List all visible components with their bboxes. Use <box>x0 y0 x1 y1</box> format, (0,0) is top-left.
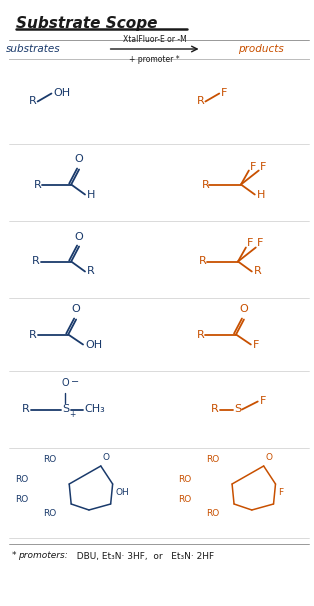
Text: R: R <box>211 404 219 415</box>
Text: RO: RO <box>178 496 192 505</box>
Text: RO: RO <box>15 476 29 485</box>
Text: S: S <box>62 404 69 415</box>
Text: F: F <box>250 162 256 171</box>
Text: R: R <box>197 96 204 107</box>
Text: R: R <box>197 330 204 339</box>
Text: +: + <box>69 410 76 419</box>
Text: OH: OH <box>85 339 102 350</box>
Text: F: F <box>221 88 228 99</box>
Text: RO: RO <box>43 510 57 519</box>
Text: F: F <box>247 239 253 248</box>
Text: *: * <box>12 551 19 561</box>
Text: XtalFluor-E or -M: XtalFluor-E or -M <box>123 35 187 44</box>
Text: F: F <box>260 396 266 407</box>
Text: O: O <box>72 304 80 315</box>
Text: substrates: substrates <box>6 44 61 54</box>
Text: O: O <box>103 453 110 462</box>
Text: −: − <box>71 378 79 387</box>
Text: S: S <box>234 404 241 415</box>
Text: RO: RO <box>206 456 219 465</box>
Text: R: R <box>202 179 209 190</box>
Text: R: R <box>29 96 36 107</box>
Text: RO: RO <box>15 496 29 505</box>
Text: H: H <box>257 190 265 199</box>
Text: R: R <box>22 404 30 415</box>
Text: O: O <box>75 155 84 164</box>
Text: products: products <box>238 44 284 54</box>
Text: RO: RO <box>178 476 192 485</box>
Text: R: R <box>254 267 262 276</box>
Text: F: F <box>257 239 263 248</box>
Text: + promoter *: + promoter * <box>129 55 180 64</box>
Text: R: R <box>87 267 95 276</box>
Text: H: H <box>87 190 95 199</box>
Text: O: O <box>75 231 84 242</box>
Text: RO: RO <box>43 456 57 465</box>
Text: OH: OH <box>116 488 129 497</box>
Text: O: O <box>62 378 69 387</box>
Text: O: O <box>240 304 248 315</box>
Text: R: R <box>198 256 206 267</box>
Text: R: R <box>29 330 36 339</box>
Text: R: R <box>34 179 41 190</box>
Text: OH: OH <box>53 88 71 99</box>
Text: DBU, Et₃N· 3HF,  or   Et₃N· 2HF: DBU, Et₃N· 3HF, or Et₃N· 2HF <box>71 551 214 561</box>
Text: CH₃: CH₃ <box>84 404 105 415</box>
Text: Substrate Scope: Substrate Scope <box>16 16 157 31</box>
Text: F: F <box>253 339 259 350</box>
Text: F: F <box>260 162 266 171</box>
Text: O: O <box>266 453 273 462</box>
Text: RO: RO <box>206 510 219 519</box>
Text: R: R <box>32 256 40 267</box>
Text: promoters:: promoters: <box>18 551 68 561</box>
Text: F: F <box>279 488 284 497</box>
